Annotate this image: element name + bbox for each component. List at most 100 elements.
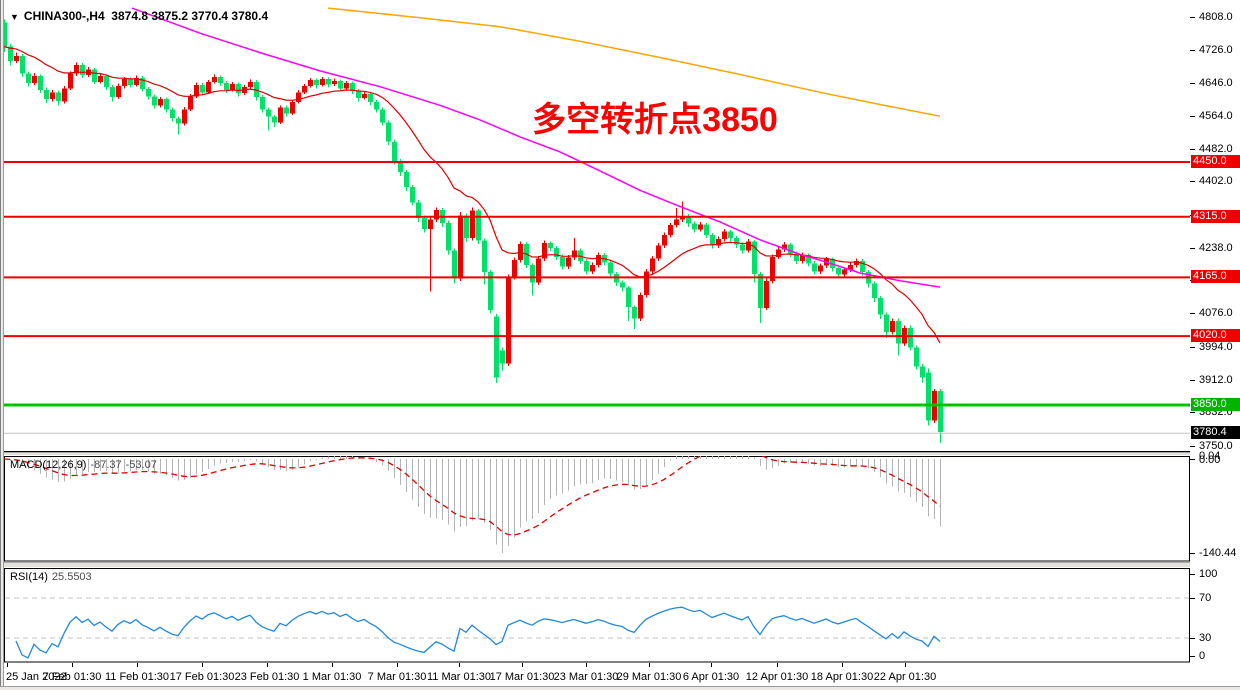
price-axis[interactable]: 4808.04726.04646.04564.04482.04402.04320… xyxy=(1190,0,1240,690)
candle xyxy=(38,76,43,90)
candle xyxy=(908,328,913,348)
macd-pane[interactable] xyxy=(4,456,1190,562)
date-label: 17 Feb 01:30 xyxy=(169,671,235,683)
candle xyxy=(494,316,499,378)
macd-signal-line xyxy=(4,456,941,536)
date-tick xyxy=(332,663,333,667)
candle xyxy=(632,307,637,319)
axis-tick xyxy=(1190,553,1195,554)
candle xyxy=(392,141,397,162)
time-axis[interactable]: 25 Jan 2022 7 Feb 01:30 11 Feb 01:30 17 Feb… xyxy=(4,663,1190,687)
candle xyxy=(650,258,655,272)
date-tick xyxy=(397,663,398,667)
candle xyxy=(668,225,673,235)
candle xyxy=(758,273,763,308)
candle xyxy=(386,122,391,142)
candle xyxy=(896,320,901,344)
candle xyxy=(710,234,715,246)
candle xyxy=(608,262,613,274)
candle xyxy=(404,172,409,188)
candle xyxy=(200,85,205,93)
candle xyxy=(734,238,739,245)
ma-fast-line xyxy=(4,46,941,344)
price-tick-label: 4564.0 xyxy=(1199,110,1233,122)
candle xyxy=(680,216,685,220)
candle xyxy=(926,372,931,421)
candles-series xyxy=(4,19,943,444)
date-tick xyxy=(777,663,778,667)
price-tick-label: 4646.0 xyxy=(1199,77,1233,89)
date-tick xyxy=(522,663,523,667)
annotation-text: 多空转折点3850 xyxy=(532,101,778,139)
candle xyxy=(350,83,355,92)
candle xyxy=(146,89,151,97)
candle xyxy=(800,255,805,261)
price-tick-label: 4402.0 xyxy=(1199,175,1233,187)
price-tick-label: 4076.0 xyxy=(1199,307,1233,319)
candle xyxy=(290,102,295,114)
pane-splitter-macd[interactable] xyxy=(4,452,1190,456)
candle xyxy=(326,79,331,85)
candle xyxy=(722,231,727,239)
ma-slow-line xyxy=(327,7,941,117)
candle xyxy=(686,216,691,224)
candle xyxy=(116,85,121,98)
candle xyxy=(254,81,259,98)
date-tick xyxy=(842,663,843,667)
rsi-axis-label: 70 xyxy=(1199,592,1212,604)
candle xyxy=(98,76,103,82)
candle xyxy=(368,94,373,103)
candle xyxy=(26,73,31,83)
collapse-triangle-icon[interactable]: ▼ xyxy=(10,12,19,22)
price-chart-pane[interactable]: 多空转折点3850 xyxy=(4,0,1190,452)
axis-tick xyxy=(1190,638,1195,639)
candle xyxy=(464,215,469,239)
candle xyxy=(638,294,643,319)
macd-axis-max: 0.04 xyxy=(1199,450,1221,462)
level-badge-4315.0: 4315.0 xyxy=(1191,210,1240,223)
candle xyxy=(128,79,133,86)
candle xyxy=(266,109,271,117)
candle xyxy=(560,256,565,267)
axis-tick xyxy=(1190,598,1195,599)
candle xyxy=(332,81,337,85)
candle xyxy=(716,238,721,246)
date-label: 7 Mar 01:30 xyxy=(367,671,427,683)
candle xyxy=(656,245,661,259)
date-label: 23 Feb 01:30 xyxy=(234,671,300,683)
candle xyxy=(104,76,109,87)
candle xyxy=(32,76,37,83)
candle xyxy=(554,247,559,257)
candle xyxy=(644,271,649,295)
date-tick xyxy=(72,663,73,667)
rsi-pane[interactable] xyxy=(4,568,1190,663)
axis-tick xyxy=(1190,116,1195,117)
candle xyxy=(542,243,547,259)
date-tick xyxy=(586,663,587,667)
candle xyxy=(344,83,349,89)
candle xyxy=(8,46,13,61)
candle xyxy=(206,81,211,93)
ma-mid-line xyxy=(131,7,941,288)
candle xyxy=(506,277,511,364)
candle xyxy=(188,96,193,110)
candle xyxy=(320,79,325,86)
price-tick-label: 4808.0 xyxy=(1199,11,1233,23)
candle xyxy=(920,366,925,378)
axis-tick xyxy=(1190,347,1195,348)
candle xyxy=(236,84,241,94)
window-bottom-edge xyxy=(0,686,1240,690)
candle xyxy=(374,102,379,110)
axis-tick xyxy=(1190,17,1195,18)
candle xyxy=(512,260,517,278)
date-tick xyxy=(202,663,203,667)
candle xyxy=(80,64,85,75)
pane-splitter-rsi[interactable] xyxy=(4,562,1190,568)
macd-indicator-label: MACD(12,26,9) -87.37 -53.07 xyxy=(10,459,157,471)
rsi-indicator-label: RSI(14) 25.5503 xyxy=(10,571,92,583)
candle xyxy=(20,55,25,74)
candle xyxy=(110,87,115,98)
level-badge-4450.0: 4450.0 xyxy=(1191,155,1240,168)
candle xyxy=(914,347,919,367)
candle xyxy=(566,257,571,267)
